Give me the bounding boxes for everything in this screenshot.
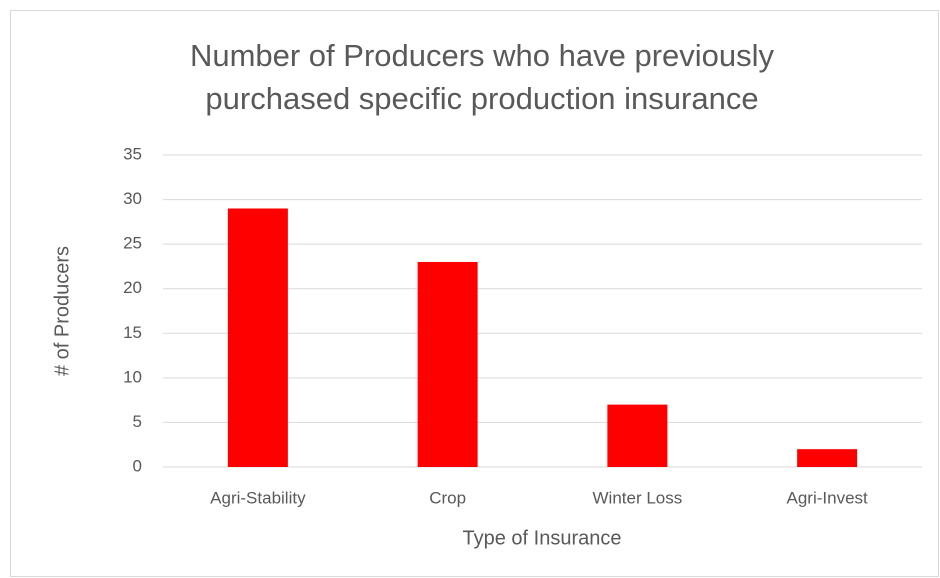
chart-title: Number of Producers who have previously	[190, 38, 775, 73]
y-tick-label: 25	[123, 234, 142, 253]
x-axis-label: Type of Insurance	[463, 527, 622, 549]
x-tick-label: Crop	[429, 488, 466, 507]
y-tick-label: 10	[123, 367, 142, 386]
y-tick-label: 15	[123, 323, 142, 342]
bar	[417, 261, 478, 467]
y-tick-label: 35	[123, 144, 142, 163]
y-tick-label: 30	[123, 189, 142, 208]
x-tick-label: Agri-Stability	[210, 488, 306, 507]
x-tick-label: Agri-Invest	[787, 488, 869, 507]
bar	[607, 404, 668, 467]
bar	[227, 208, 288, 467]
x-tick-label: Winter Loss	[593, 488, 683, 507]
bar	[797, 449, 858, 467]
chart-title: purchased specific production insurance	[205, 81, 758, 116]
y-tick-label: 5	[133, 412, 142, 431]
y-axis-label: # of Producers	[51, 246, 73, 376]
y-tick-label: 20	[123, 278, 142, 297]
y-tick-label: 0	[133, 456, 142, 475]
